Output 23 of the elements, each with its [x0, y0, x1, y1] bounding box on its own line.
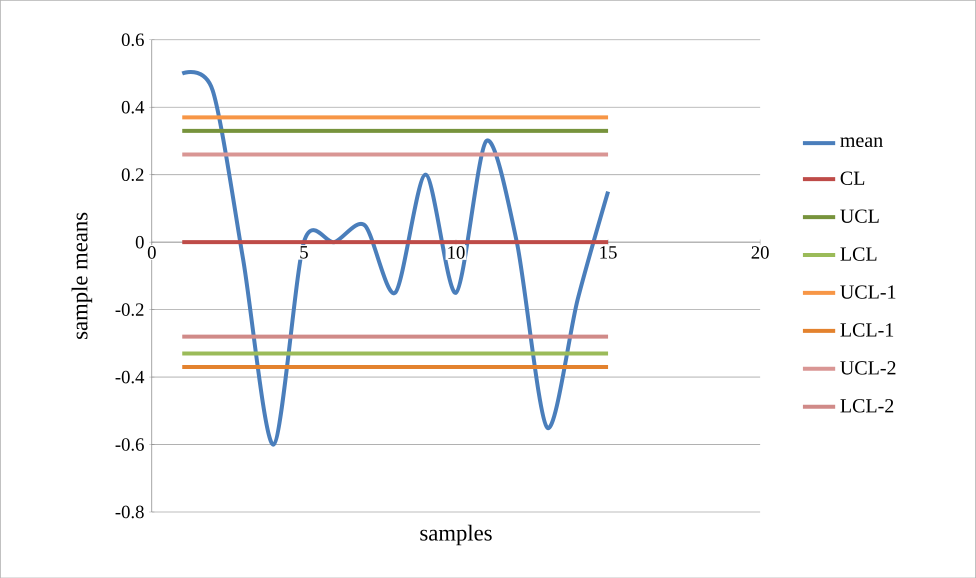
legend-label: UCL: [840, 209, 879, 223]
legend-label: LCL-1: [840, 323, 894, 336]
legend-label: CL: [840, 171, 864, 185]
legend-label: UCL-2: [840, 360, 896, 374]
x-tick-label: 20: [752, 246, 769, 259]
y-tick-label: -0.6: [116, 438, 144, 451]
x-tick-label: 15: [600, 246, 617, 258]
x-tick-label: 10: [448, 246, 465, 259]
legend-label: UCL-1: [840, 285, 896, 299]
y-tick-label: -0.8: [116, 505, 144, 518]
legend-label: LCL: [840, 247, 876, 261]
y-tick-label: -0.4: [116, 370, 144, 384]
legend-label: LCL-2: [840, 398, 894, 412]
y-tick-label: 0.4: [122, 100, 144, 114]
y-tick-label: 0.6: [122, 33, 144, 46]
x-axis-title: samples: [420, 524, 492, 546]
y-tick-label: -0.2: [116, 303, 144, 316]
y-tick-label: 0: [136, 236, 144, 248]
y-axis-title: sample means: [72, 212, 92, 339]
x-tick-label: 0: [148, 246, 156, 259]
x-tick-label: 5: [300, 246, 308, 258]
legend-label: mean: [840, 137, 883, 147]
y-tick-label: 0.2: [122, 168, 144, 181]
